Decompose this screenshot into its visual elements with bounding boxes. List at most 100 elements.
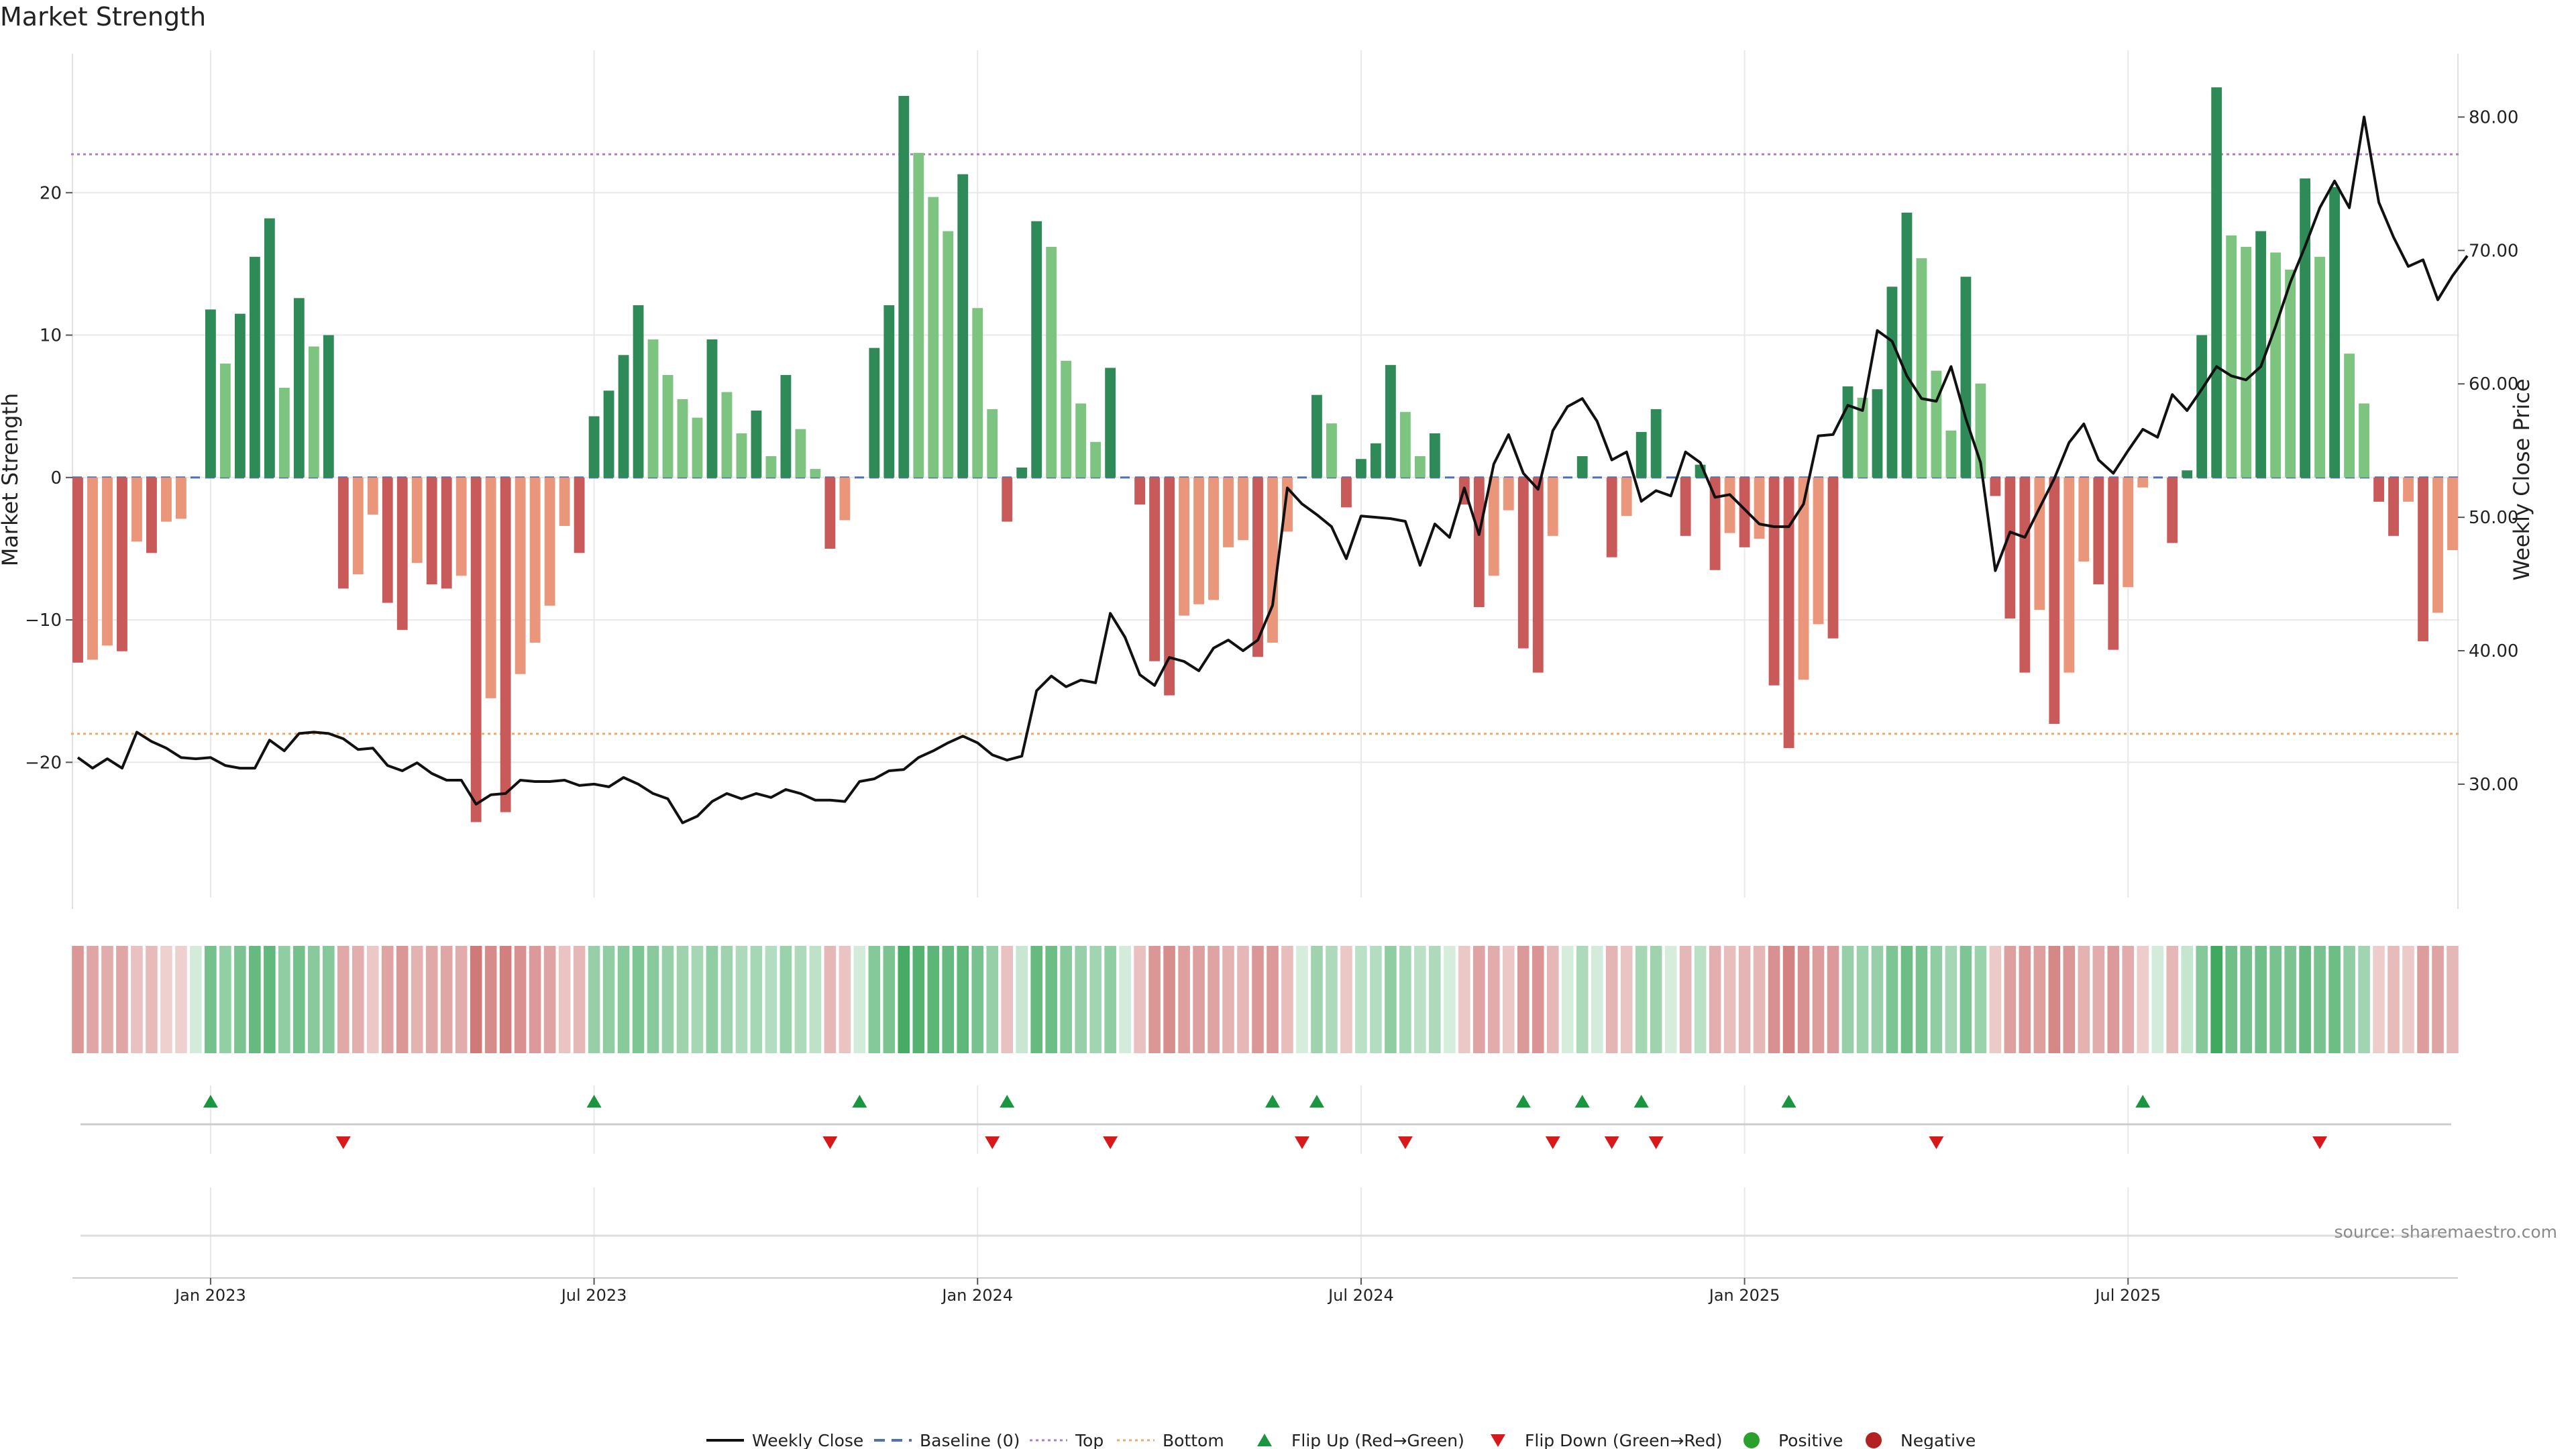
strength-bar bbox=[117, 477, 127, 651]
y-axis-ticks: 20 10 0 −10 −20 bbox=[25, 183, 72, 773]
heatmap-cell bbox=[190, 946, 202, 1053]
heatmap-cell bbox=[1989, 946, 2002, 1053]
heatmap-cell bbox=[1163, 946, 1175, 1053]
strength-bar bbox=[898, 95, 910, 478]
flip-down-marker bbox=[1397, 1136, 1413, 1149]
heatmap-cell bbox=[691, 946, 704, 1053]
legend-label: Positive bbox=[1778, 1431, 1843, 1449]
heatmap-cell bbox=[175, 946, 187, 1053]
flip-down-marker bbox=[985, 1136, 1000, 1149]
strength-bar bbox=[1813, 477, 1824, 625]
strength-bar bbox=[2359, 403, 2369, 478]
heatmap-cell bbox=[720, 946, 733, 1053]
heatmap-cell bbox=[1930, 946, 1943, 1053]
heatmap-cell bbox=[219, 946, 231, 1053]
heatmap-cell bbox=[898, 946, 910, 1053]
strength-bar bbox=[352, 477, 364, 575]
strength-bar bbox=[692, 417, 703, 478]
strength-bar bbox=[1134, 477, 1146, 505]
strength-bar bbox=[367, 477, 378, 515]
heatmap-cell bbox=[2240, 946, 2252, 1053]
strength-bar bbox=[1429, 433, 1440, 478]
strength-bar bbox=[2049, 477, 2060, 724]
y-tick-label: 20 bbox=[40, 183, 62, 203]
x-tick-label: Jul 2023 bbox=[560, 1286, 627, 1305]
heatmap-cell bbox=[1178, 946, 1190, 1053]
strength-bar bbox=[1503, 477, 1514, 511]
heatmap-cell bbox=[1723, 946, 1736, 1053]
heatmap-cell bbox=[146, 946, 158, 1053]
heatmap-cell bbox=[249, 946, 261, 1053]
heatmap-cell bbox=[1045, 946, 1057, 1053]
heatmap-cell bbox=[1060, 946, 1072, 1053]
heatmap-cell bbox=[2225, 946, 2237, 1053]
strength-bar bbox=[1709, 477, 1721, 570]
heatmap-cell bbox=[381, 946, 394, 1053]
heatmap-cell bbox=[1355, 946, 1367, 1053]
strength-bar bbox=[1488, 477, 1499, 576]
strength-bar bbox=[1635, 431, 1647, 478]
legend-swatch-dot bbox=[1866, 1432, 1882, 1448]
legend-swatch-tri-down bbox=[1491, 1434, 1505, 1447]
y-tick-label: 0 bbox=[50, 468, 62, 488]
flip-up-marker bbox=[852, 1095, 867, 1108]
gridlines bbox=[71, 50, 2459, 1279]
heatmap-cell bbox=[780, 946, 792, 1053]
strength-bar bbox=[1886, 286, 1898, 478]
legend-entry: Bottom bbox=[1117, 1431, 1224, 1449]
strength-bar bbox=[1326, 423, 1337, 478]
strength-bar bbox=[2241, 246, 2252, 478]
strength-bar bbox=[1341, 477, 1352, 508]
strength-bar bbox=[1105, 368, 1116, 478]
strength-bar bbox=[795, 429, 806, 478]
flip-down-marker bbox=[1604, 1136, 1619, 1149]
heatmap-cell bbox=[1075, 946, 1087, 1053]
legend-label: Bottom bbox=[1163, 1431, 1224, 1449]
heatmap-cell bbox=[1812, 946, 1825, 1053]
strength-bar bbox=[1680, 477, 1691, 536]
heatmap-cell bbox=[957, 946, 969, 1053]
strength-bar bbox=[928, 197, 939, 478]
heatmap-cell bbox=[234, 946, 246, 1053]
y2-tick-label: 70.00 bbox=[2469, 241, 2518, 261]
strength-bar bbox=[677, 399, 688, 478]
heatmap-cell bbox=[1429, 946, 1441, 1053]
strength-bar bbox=[869, 347, 880, 478]
heatmap-cell bbox=[602, 946, 615, 1053]
strength-bar bbox=[1990, 477, 2001, 496]
heatmap-cell bbox=[986, 946, 999, 1053]
strength-bar bbox=[1960, 276, 1972, 478]
heatmap-cell bbox=[1296, 946, 1308, 1053]
legend-label: Weekly Close bbox=[752, 1431, 863, 1449]
strength-bar bbox=[1399, 412, 1411, 478]
heatmap-cell bbox=[1782, 946, 1795, 1053]
heatmap-cell bbox=[2166, 946, 2179, 1053]
flip-up-marker bbox=[1515, 1095, 1531, 1108]
heatmap-cell bbox=[1134, 946, 1146, 1053]
strength-bar bbox=[1149, 477, 1161, 661]
heatmap-cell bbox=[2151, 946, 2164, 1053]
legend: Weekly Close Baseline (0) Top Bottom Flip Up… bbox=[706, 1431, 1976, 1449]
strength-bar bbox=[485, 477, 496, 698]
heatmap-cell bbox=[1237, 946, 1249, 1053]
strength-bar bbox=[2063, 477, 2075, 673]
heatmap-cell bbox=[1193, 946, 1205, 1053]
strength-bar bbox=[1193, 477, 1204, 604]
heatmap-cell bbox=[1561, 946, 1574, 1053]
strength-bar bbox=[1075, 403, 1087, 478]
heatmap-cell bbox=[1001, 946, 1014, 1053]
strength-bar bbox=[544, 477, 555, 606]
legend-label: Flip Up (Red→Green) bbox=[1291, 1431, 1464, 1449]
heatmap-cell bbox=[558, 946, 571, 1053]
heatmap-cell bbox=[1222, 946, 1234, 1053]
strength-bar bbox=[618, 355, 629, 478]
strength-bar bbox=[500, 477, 511, 812]
flip-up-marker bbox=[1781, 1095, 1796, 1108]
heatmap-cell bbox=[2447, 946, 2459, 1053]
strength-bar bbox=[2137, 477, 2149, 488]
strength-bar bbox=[2108, 477, 2119, 650]
strength-bar bbox=[1768, 477, 1780, 686]
strength-bar bbox=[2211, 87, 2222, 478]
strength-bar bbox=[1267, 477, 1278, 643]
strength-bar bbox=[2418, 477, 2428, 641]
